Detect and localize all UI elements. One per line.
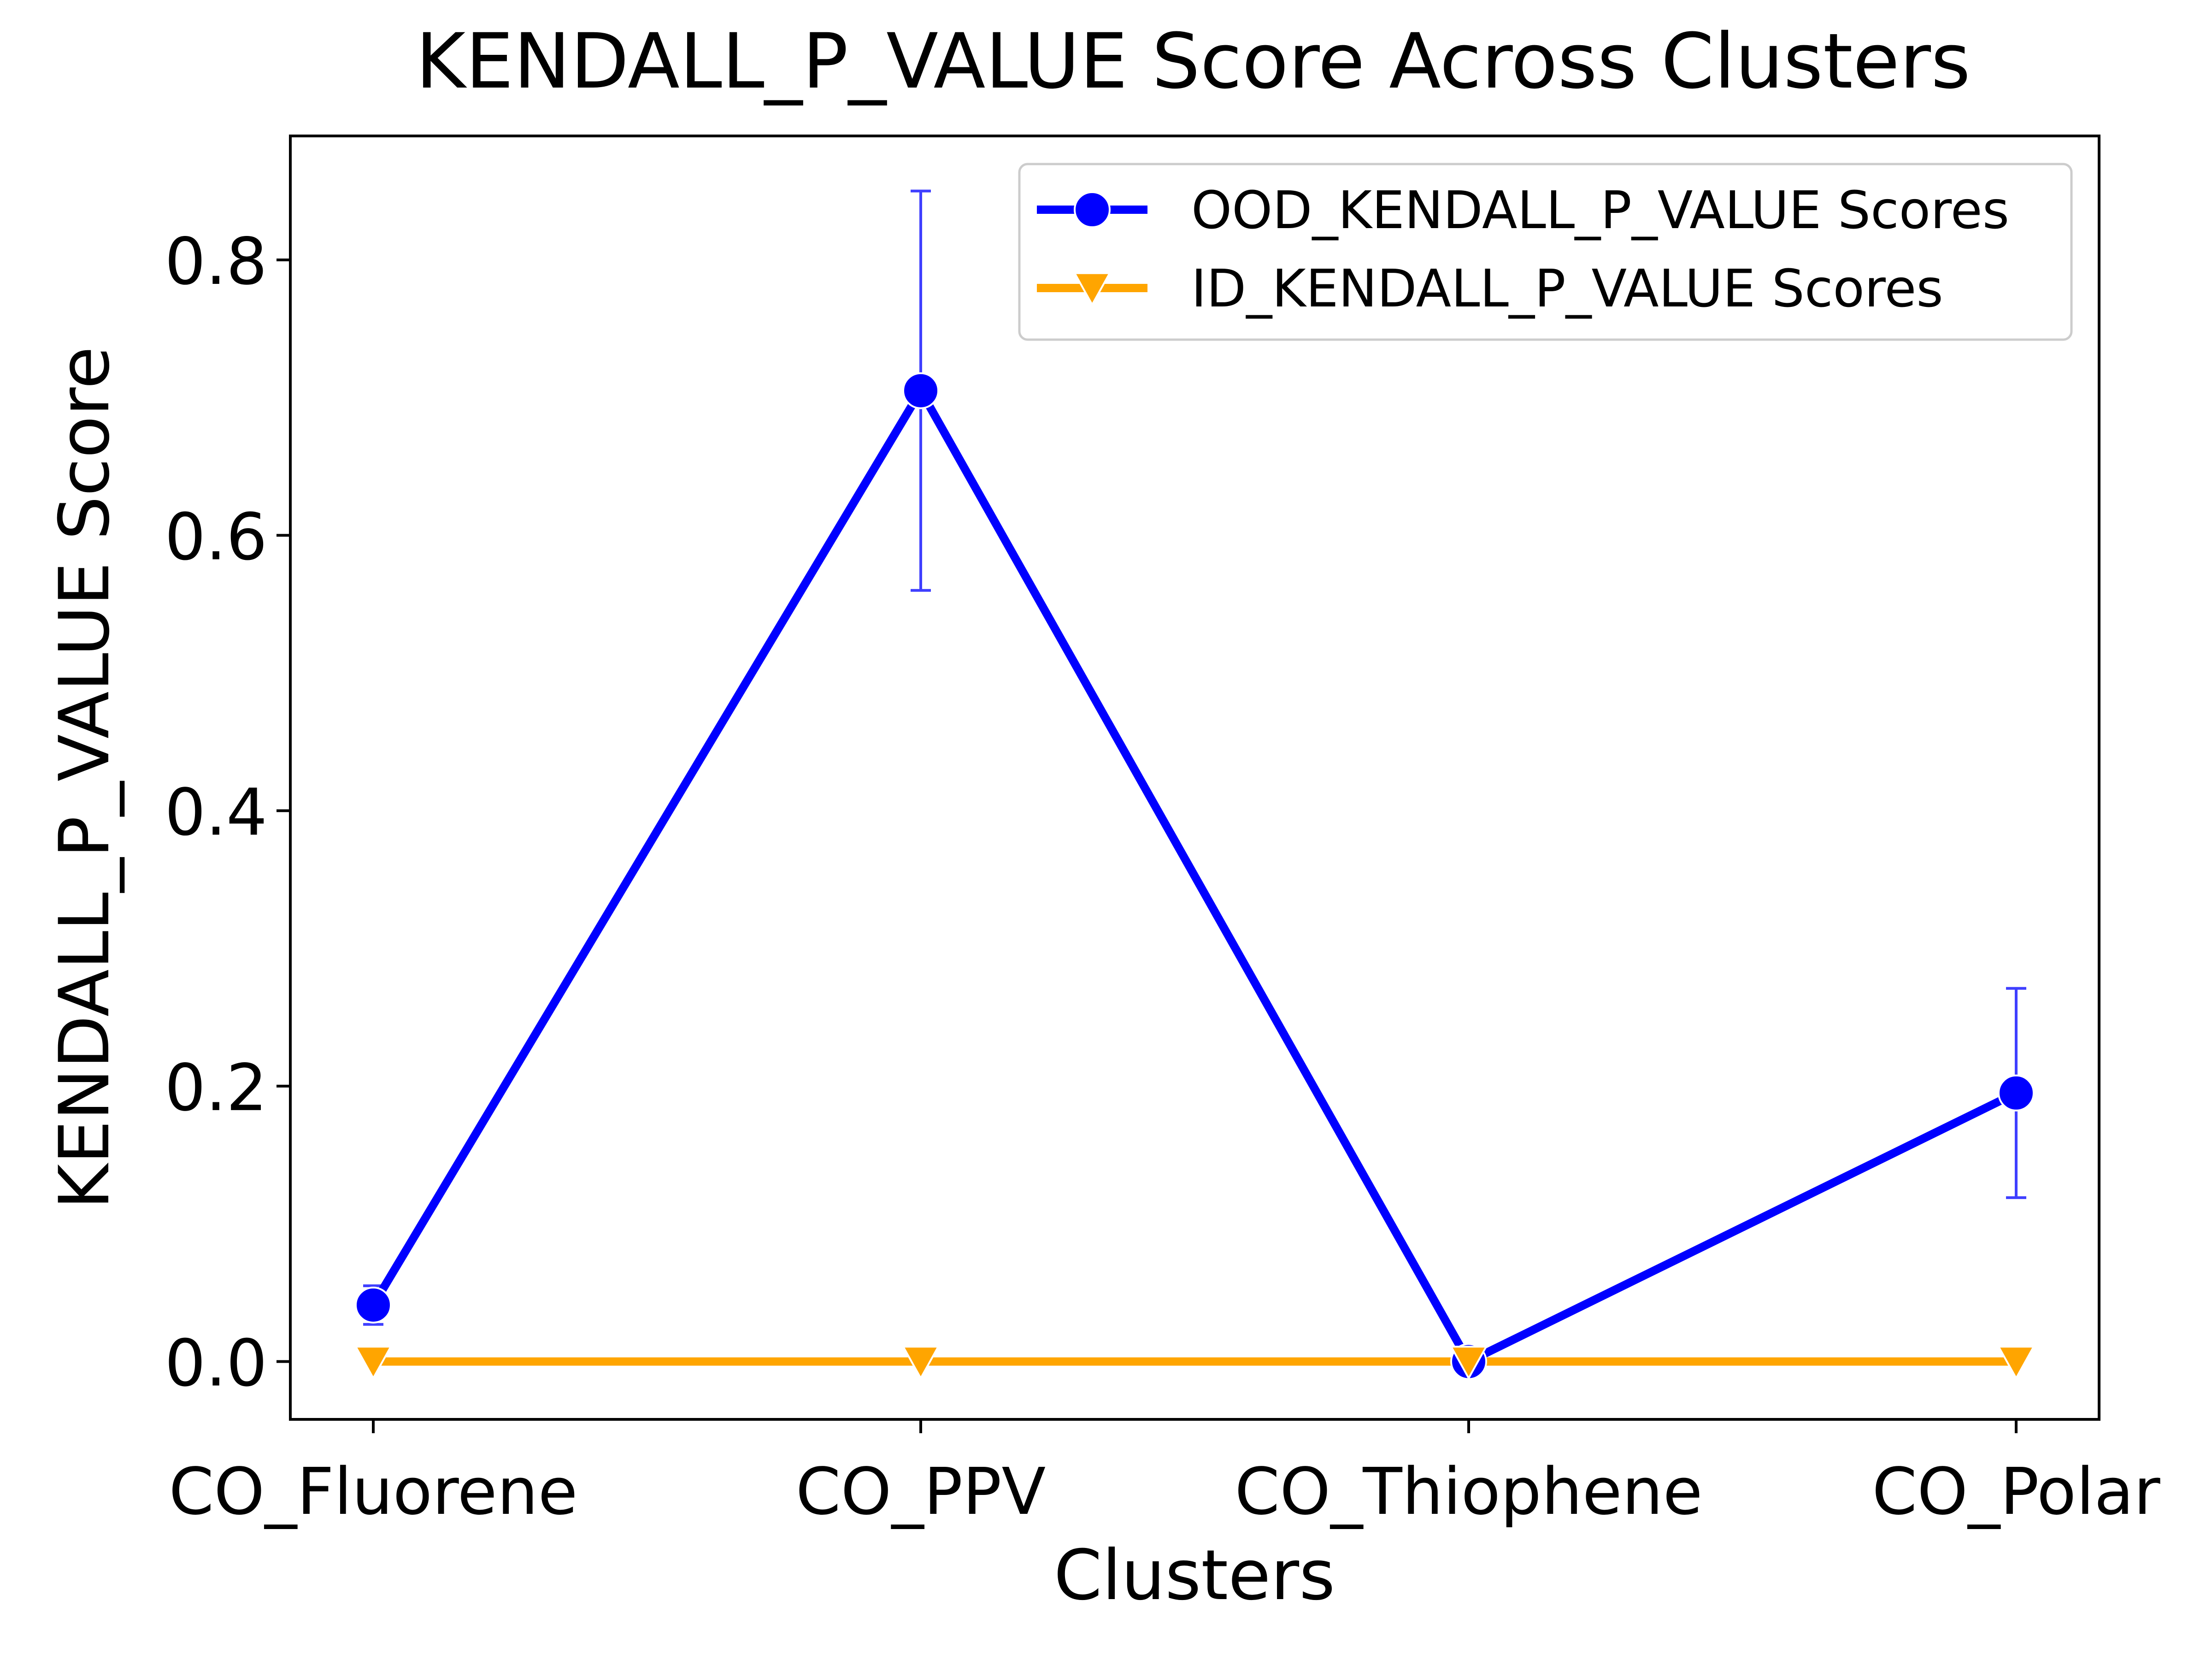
legend: OOD_KENDALL_P_VALUE Scores ID_KENDALL_P_V… (1018, 163, 2073, 341)
legend-label: OOD_KENDALL_P_VALUE Scores (1191, 181, 2009, 241)
data-point-ood (902, 372, 939, 409)
legend-box (1018, 163, 2073, 341)
y-tick-label: 0.2 (165, 1051, 267, 1126)
legend-label: ID_KENDALL_P_VALUE Scores (1191, 259, 1943, 319)
y-tick-label: 0.4 (165, 775, 267, 850)
x-tick-label: CO_Fluorene (169, 1454, 577, 1530)
data-point-id (1997, 1346, 2036, 1380)
y-tick-label: 0.0 (165, 1326, 267, 1401)
legend-marker (1073, 272, 1112, 307)
x-tick-label: CO_PPV (796, 1454, 1046, 1530)
legend-marker (1074, 191, 1111, 228)
x-axis-label: Clusters (1054, 1535, 1335, 1616)
data-point-id (901, 1346, 940, 1380)
series-line-ood (370, 386, 2018, 1366)
x-tick-label: CO_Polar (1872, 1454, 2160, 1530)
data-point-ood (355, 1286, 392, 1324)
x-tick-label: CO_Thiophene (1235, 1454, 1702, 1530)
data-point-ood (1998, 1074, 2035, 1112)
data-point-id (1449, 1346, 1488, 1380)
plot-frame (289, 135, 2100, 1421)
y-tick-label: 0.6 (165, 500, 267, 575)
y-axis-label: KENDALL_P_VALUE Score (45, 347, 125, 1210)
chart-title: KENDALL_P_VALUE Score Across Clusters (416, 17, 1971, 106)
data-point-id (354, 1346, 393, 1380)
y-tick-label: 0.8 (165, 224, 267, 300)
